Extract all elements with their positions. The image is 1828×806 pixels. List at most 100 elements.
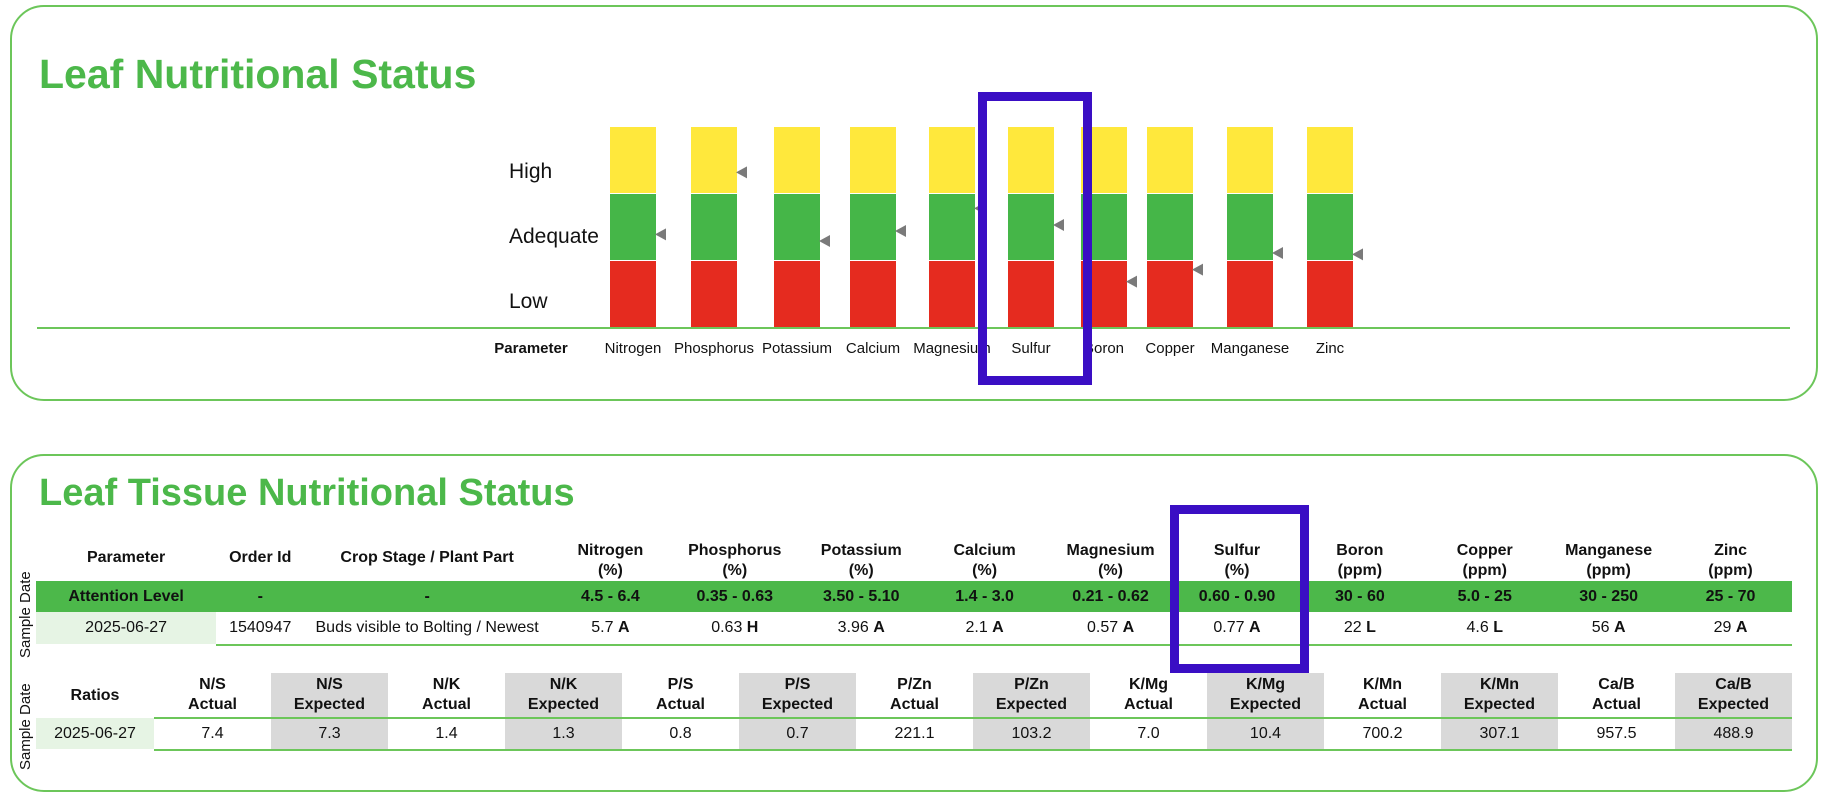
sulfur-chart-highlight [978,92,1092,385]
marker-copper [1192,263,1203,276]
table-title: Leaf Tissue Nutritional Status [39,472,575,514]
bar-nitrogen-low [610,261,656,327]
tick-label-phosphorus: Phosphorus [674,340,754,357]
ratio-header: Ca/B Actual [1558,673,1675,719]
tick-label-calcium: Calcium [846,340,900,357]
chart-title: Leaf Nutritional Status [39,51,477,97]
marker-phosphorus [736,166,747,179]
sulfur-table-highlight [1170,505,1309,673]
bar-potassium-adequate [774,194,820,260]
tissue-header-row: Parameter Order Id Crop Stage / Plant Part… [36,535,1792,581]
ratio-header: Ca/B Expected [1675,673,1792,719]
value-number: 3.96 [837,619,874,636]
tick-label-nitrogen: Nitrogen [605,340,662,357]
nutrient-value: 56 A [1548,612,1670,646]
attention-level-label: Attention Level [36,581,217,612]
value-number: 56 [1591,619,1614,636]
bar-sulfur-high [1008,127,1054,193]
ratio-header: P/S Expected [739,673,856,719]
nutrient-value: 3.96 A [798,612,924,646]
tick-label-copper: Copper [1145,340,1194,357]
level-label-adequate: Adequate [509,225,599,248]
ratio-value: 700.2 [1324,718,1441,751]
ratio-value: 957.5 [1558,718,1675,751]
value-flag: L [1366,619,1376,636]
ratio-header: K/Mn Actual [1324,673,1441,719]
nutrient-value: 22 L [1298,612,1422,646]
ratios-label: Ratios [70,686,120,704]
value-number: 29 [1713,619,1736,636]
bar-sulfur-low [1008,261,1054,327]
bar-copper-low [1147,261,1193,327]
attention-range: - [216,581,305,612]
ratio-header: N/K Actual [388,673,505,719]
bar-copper-adequate [1147,194,1193,260]
ratio-header: N/K Expected [505,673,622,719]
ratio-value: 221.1 [856,718,973,751]
attention-level-row: Attention Level - -4.5 - 6.4 0.35 - 0.63 3.5… [36,581,1792,612]
ratio-value: 0.8 [622,718,739,751]
value-number: 0.77 [1213,619,1249,636]
nutrient-value: 29 A [1669,612,1792,646]
attention-range: - [304,581,550,612]
ratio-value: 103.2 [973,718,1090,751]
bar-phosphorus-low [691,261,737,327]
ratio-value: 1.3 [505,718,622,751]
value-flag: A [1735,619,1748,636]
ratio-value: 488.9 [1675,718,1792,751]
bar-magnesium-low [929,261,975,327]
attention-range: 30 - 60 [1298,581,1422,612]
bar-sulfur-adequate [1008,194,1054,260]
sample-date-label: Sample Date [17,571,34,658]
level-label-low: Low [509,290,548,313]
bar-zinc-adequate [1307,194,1353,260]
bar-calcium-low [850,261,896,327]
ratio-header: P/S Actual [622,673,739,719]
header-crop-stage-plant-part: Crop Stage / Plant Part [340,549,514,566]
marker-zinc [1352,248,1363,261]
crop-stage: Buds visible to Bolting / Newest [304,612,550,646]
header-potassium: Potassium (%) [820,542,902,579]
ratio-header: K/Mn Expected [1441,673,1558,719]
ratio-header: K/Mg Actual [1090,673,1207,719]
bar-potassium-low [774,261,820,327]
attention-range: 0.35 - 0.63 [670,581,799,612]
header-magnesium: Magnesium (%) [1066,542,1155,579]
attention-range: 5.0 - 25 [1421,581,1549,612]
ratio-header-row: Ratios N/S Actual N/S Expected N/K Actual N/K Ex… [36,673,1792,719]
header-phosphorus: Phosphorus (%) [688,542,782,579]
marker-sulfur [1053,219,1064,231]
attention-range: 0.60 - 0.90 [1175,581,1299,612]
value-flag: L [1493,619,1503,636]
ratio-table: Ratios N/S Actual N/S Expected N/K Actual N/K Ex… [36,673,1792,751]
value-number: 5.7 [591,619,618,636]
chart-panel: Leaf Nutritional Status [10,5,1818,401]
tick-label-sulfur: Sulfur [1011,340,1050,357]
level-label-high: High [509,160,552,183]
header-zinc: Zinc (ppm) [1708,542,1753,579]
bar-magnesium-adequate [929,194,975,260]
header-order-id: Order Id [229,549,292,566]
nutrient-value: 4.6 L [1421,612,1549,646]
header-manganese: Manganese (ppm) [1565,542,1653,579]
marker-calcium [895,225,906,237]
attention-range: 30 - 250 [1548,581,1670,612]
value-flag: A [992,619,1004,636]
bar-magnesium-high [929,127,975,193]
ratio-value: 7.3 [271,718,388,751]
bar-calcium-adequate [850,194,896,260]
bar-manganese-high [1227,127,1273,193]
nutrient-value: 0.77 A [1175,612,1299,646]
tissue-table: Parameter Order Id Crop Stage / Plant Part… [36,535,1792,646]
bar-nitrogen-adequate [610,194,656,260]
ratio-value: 7.0 [1090,718,1207,751]
bar-calcium-high [850,127,896,193]
bar-phosphorus-adequate [691,194,737,260]
marker-nitrogen [655,228,666,241]
tick-label-manganese: Manganese [1211,340,1289,357]
bar-copper-high [1147,127,1193,193]
sample-row: 2025-06-27 1540947 Buds visible to Bolting… [36,612,1792,646]
bar-zinc-high [1307,127,1353,193]
ratio-header: N/S Actual [154,673,271,719]
value-number: 4.6 [1466,619,1494,636]
